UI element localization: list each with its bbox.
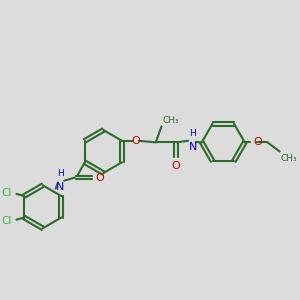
- Text: H: H: [189, 129, 196, 138]
- Text: CH₃: CH₃: [162, 116, 179, 125]
- Text: O: O: [95, 172, 104, 183]
- Text: N: N: [188, 142, 197, 152]
- Text: Cl: Cl: [2, 216, 12, 226]
- Text: Cl: Cl: [2, 188, 12, 198]
- Text: O: O: [253, 137, 262, 147]
- Text: CH₃: CH₃: [281, 154, 298, 163]
- Text: N: N: [56, 182, 64, 192]
- Text: O: O: [171, 161, 180, 171]
- Text: O: O: [131, 136, 140, 146]
- Text: H: H: [57, 169, 64, 178]
